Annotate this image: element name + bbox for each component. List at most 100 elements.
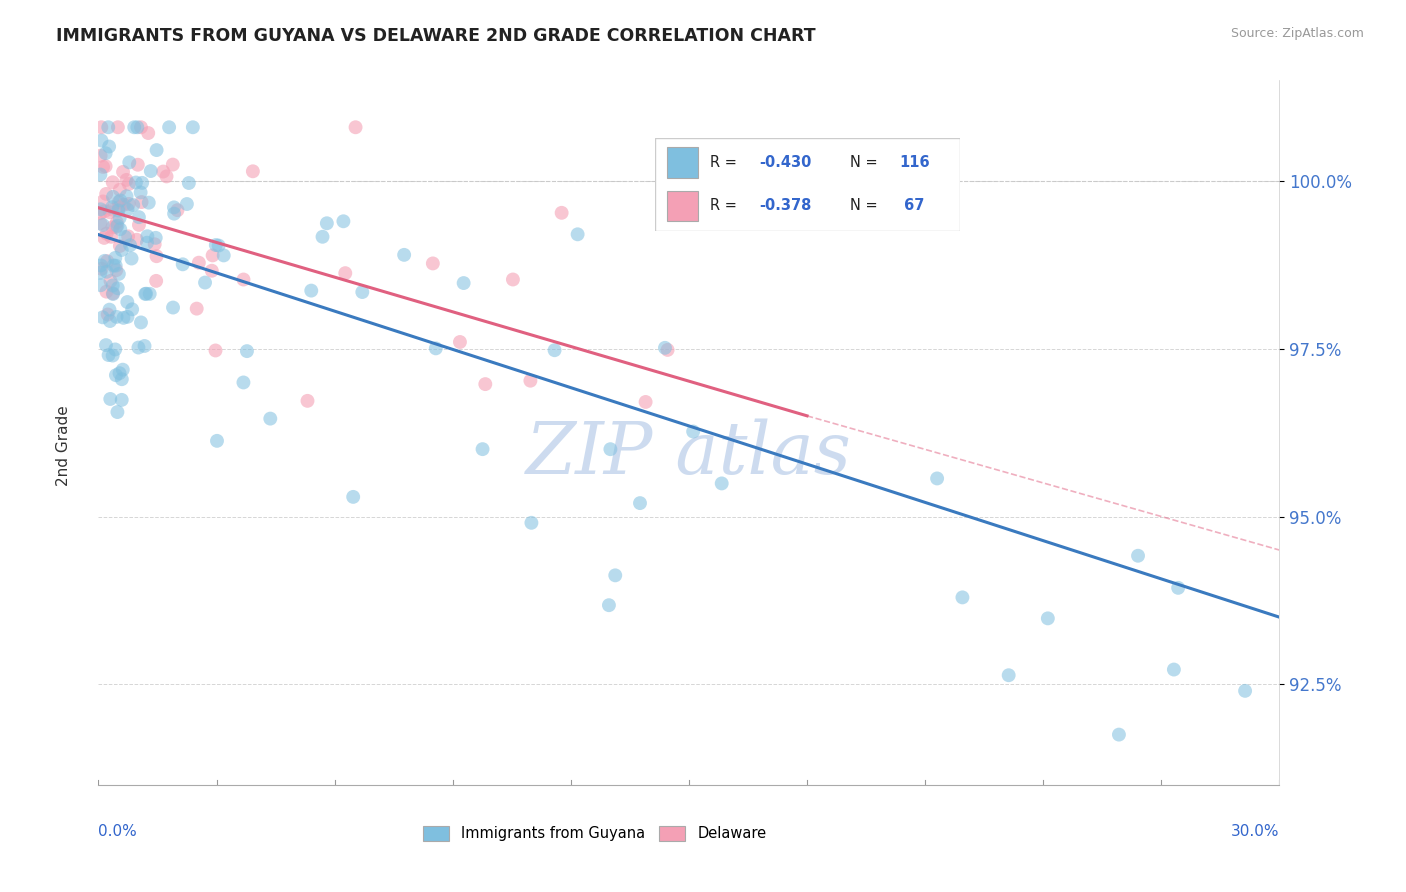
Point bbox=[101, 278, 124, 293]
Point bbox=[311, 229, 333, 244]
Point bbox=[453, 276, 475, 290]
Point bbox=[155, 169, 177, 184]
Point bbox=[259, 411, 281, 425]
Point bbox=[181, 120, 204, 135]
Point bbox=[104, 368, 127, 383]
Point bbox=[187, 255, 209, 269]
Point bbox=[89, 216, 111, 230]
Point bbox=[519, 374, 541, 388]
Point bbox=[127, 120, 149, 135]
Point bbox=[97, 120, 120, 135]
Point bbox=[103, 259, 125, 273]
Point bbox=[157, 120, 180, 135]
Point bbox=[543, 343, 565, 358]
Point bbox=[599, 442, 621, 457]
Text: Source: ZipAtlas.com: Source: ZipAtlas.com bbox=[1230, 27, 1364, 40]
Point bbox=[104, 259, 127, 273]
Point bbox=[122, 120, 145, 135]
Point bbox=[136, 126, 159, 140]
Point bbox=[105, 219, 128, 233]
Point bbox=[117, 229, 139, 244]
Point bbox=[605, 568, 627, 582]
Point bbox=[107, 281, 129, 295]
Point bbox=[1234, 683, 1257, 698]
Point bbox=[105, 215, 128, 229]
Point bbox=[1126, 549, 1149, 563]
Point bbox=[128, 210, 150, 224]
FancyBboxPatch shape bbox=[668, 147, 697, 178]
Point bbox=[118, 177, 141, 191]
Point bbox=[96, 285, 118, 299]
Point bbox=[135, 286, 157, 301]
Point bbox=[94, 338, 117, 352]
Point bbox=[91, 218, 114, 232]
Point bbox=[101, 287, 124, 301]
Point bbox=[115, 189, 138, 203]
Point bbox=[125, 233, 148, 247]
Point bbox=[299, 284, 322, 298]
Text: IMMIGRANTS FROM GUYANA VS DELAWARE 2ND GRADE CORRELATION CHART: IMMIGRANTS FROM GUYANA VS DELAWARE 2ND G… bbox=[56, 27, 815, 45]
Point bbox=[145, 143, 167, 157]
Point bbox=[232, 376, 254, 390]
Point bbox=[136, 235, 159, 250]
Text: 2nd Grade: 2nd Grade bbox=[56, 406, 70, 486]
Point bbox=[112, 310, 135, 325]
Point bbox=[118, 197, 141, 211]
Point bbox=[1167, 581, 1189, 595]
Point bbox=[89, 206, 111, 220]
Point bbox=[634, 395, 657, 409]
Point bbox=[232, 272, 254, 286]
Text: N =: N = bbox=[851, 154, 883, 169]
Point bbox=[628, 496, 651, 510]
Point bbox=[205, 238, 228, 252]
Text: ZIP atlas: ZIP atlas bbox=[526, 418, 852, 489]
Point bbox=[90, 149, 112, 163]
Point bbox=[927, 471, 949, 485]
Point bbox=[115, 173, 138, 187]
Point bbox=[105, 219, 128, 234]
Point bbox=[520, 516, 543, 530]
Point bbox=[186, 301, 208, 316]
Point bbox=[242, 164, 264, 178]
Point bbox=[136, 229, 159, 244]
Text: N =: N = bbox=[851, 198, 883, 213]
Point bbox=[315, 216, 337, 230]
Point bbox=[91, 310, 114, 325]
Point bbox=[127, 158, 149, 172]
Point bbox=[129, 120, 152, 135]
Point bbox=[98, 392, 121, 406]
Point bbox=[90, 278, 112, 293]
Text: 116: 116 bbox=[900, 154, 929, 169]
Point bbox=[297, 393, 319, 408]
Point bbox=[598, 598, 620, 612]
Point bbox=[90, 261, 112, 276]
Point bbox=[163, 200, 186, 214]
Point bbox=[471, 442, 494, 457]
Point bbox=[93, 204, 115, 219]
Point bbox=[236, 344, 259, 359]
Point bbox=[163, 207, 186, 221]
Point bbox=[90, 202, 112, 217]
Point bbox=[117, 202, 139, 217]
Point bbox=[112, 165, 135, 179]
Point bbox=[94, 146, 117, 161]
Point bbox=[107, 120, 129, 135]
Point bbox=[101, 175, 124, 189]
Point bbox=[710, 476, 733, 491]
Point bbox=[105, 310, 128, 324]
Point bbox=[392, 248, 415, 262]
Point bbox=[177, 176, 200, 190]
Point bbox=[101, 220, 124, 235]
Point bbox=[550, 206, 572, 220]
Text: 67: 67 bbox=[900, 198, 925, 213]
Point bbox=[108, 211, 131, 225]
Point bbox=[654, 341, 676, 355]
Point bbox=[94, 159, 117, 173]
Text: R =: R = bbox=[710, 198, 741, 213]
Point bbox=[997, 668, 1019, 682]
Point bbox=[110, 222, 132, 236]
Point bbox=[104, 251, 127, 265]
Point bbox=[129, 315, 152, 329]
Point bbox=[422, 256, 444, 270]
Point bbox=[98, 139, 121, 153]
